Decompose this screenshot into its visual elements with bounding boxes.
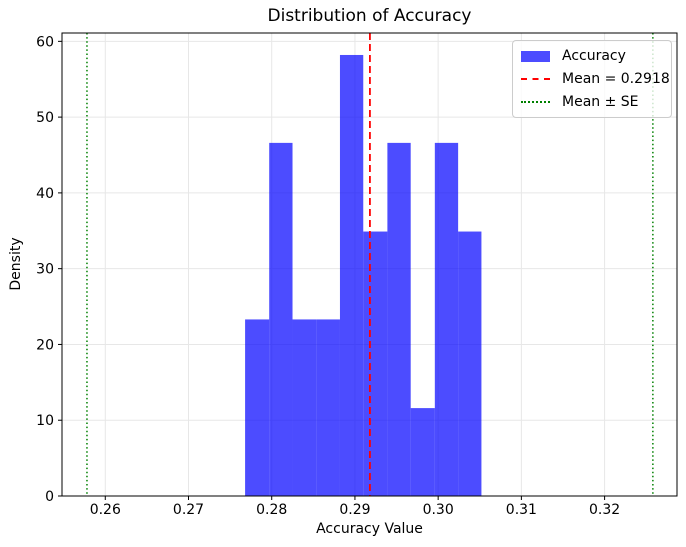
x-tick-label: 0.31 — [506, 502, 537, 518]
x-tick-label: 0.29 — [339, 502, 370, 518]
legend-entry-se: Mean ± SE — [521, 93, 663, 111]
histogram-bar — [339, 54, 364, 496]
y-tick-label: 10 — [36, 413, 54, 429]
y-tick-label: 20 — [36, 337, 54, 353]
y-axis-label: Density — [8, 237, 24, 291]
se-dotted-line-icon — [521, 101, 550, 103]
histogram-bar — [410, 408, 435, 496]
histogram-bar — [316, 319, 340, 496]
legend: Accuracy Mean = 0.2918 Mean ± SE — [512, 40, 672, 118]
accuracy-swatch-icon — [521, 50, 550, 62]
x-tick-label: 0.26 — [90, 502, 121, 518]
y-tick-label: 30 — [36, 262, 54, 278]
histogram-bar — [269, 142, 293, 496]
x-tick-label: 0.27 — [173, 502, 204, 518]
histogram-bar — [363, 231, 388, 497]
histogram-bar — [387, 142, 411, 496]
y-tick-label: 60 — [36, 34, 54, 50]
histogram-bar — [245, 319, 270, 496]
mean-dashed-line-icon — [521, 78, 550, 80]
legend-label-accuracy: Accuracy — [562, 48, 626, 64]
legend-entry-accuracy: Accuracy — [521, 47, 663, 65]
histogram-bar — [434, 142, 459, 496]
y-tick-label: 40 — [36, 186, 54, 202]
y-tick-label: 50 — [36, 110, 54, 126]
chart-title: Distribution of Accuracy — [267, 6, 472, 26]
x-tick-label: 0.32 — [589, 502, 620, 518]
y-tick-label: 0 — [45, 489, 54, 505]
legend-label-mean: Mean = 0.2918 — [562, 71, 670, 87]
histogram-bar — [458, 231, 482, 497]
legend-label-se: Mean ± SE — [562, 94, 639, 110]
x-tick-label: 0.30 — [423, 502, 454, 518]
x-tick-label: 0.28 — [256, 502, 287, 518]
x-axis-label: Accuracy Value — [316, 521, 423, 537]
histogram-bar — [292, 319, 317, 496]
plot-border — [61, 32, 678, 497]
legend-entry-mean: Mean = 0.2918 — [521, 70, 670, 88]
